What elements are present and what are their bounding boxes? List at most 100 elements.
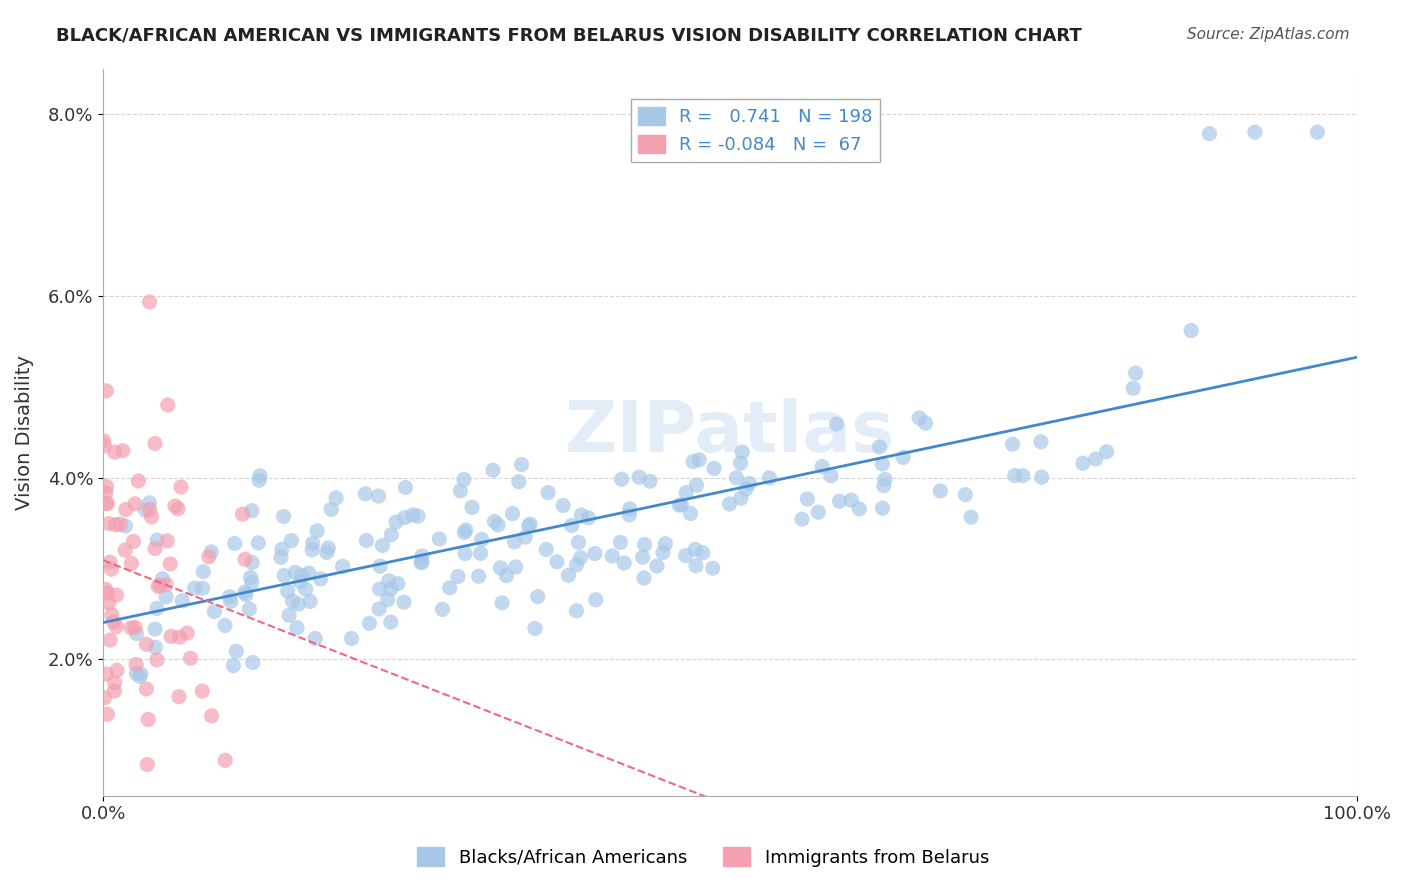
- Point: [848, 501, 870, 516]
- Point: [129, 667, 152, 681]
- Point: [143, 640, 166, 655]
- Point: [1180, 324, 1202, 338]
- Point: [214, 618, 236, 632]
- Point: [249, 468, 271, 483]
- Point: [309, 572, 332, 586]
- Point: [281, 594, 304, 608]
- Point: [155, 590, 177, 604]
- Point: [730, 491, 752, 506]
- Point: [96, 667, 118, 681]
- Point: [553, 499, 575, 513]
- Point: [461, 500, 484, 515]
- Point: [315, 545, 337, 559]
- Legend: Blacks/African Americans, Immigrants from Belarus: Blacks/African Americans, Immigrants fro…: [409, 840, 997, 874]
- Point: [240, 575, 263, 590]
- Point: [111, 443, 134, 458]
- Point: [219, 594, 242, 608]
- Point: [873, 479, 896, 493]
- Point: [685, 478, 707, 492]
- Point: [232, 507, 254, 521]
- Point: [247, 536, 270, 550]
- Point: [204, 605, 226, 619]
- Point: [127, 474, 149, 488]
- Point: [501, 507, 523, 521]
- Point: [610, 472, 633, 486]
- Point: [839, 493, 862, 508]
- Point: [730, 456, 752, 470]
- Point: [135, 681, 157, 696]
- Point: [406, 509, 429, 524]
- Point: [692, 546, 714, 560]
- Point: [1125, 366, 1147, 380]
- Point: [454, 547, 477, 561]
- Point: [138, 502, 160, 516]
- Point: [93, 439, 115, 453]
- Point: [149, 578, 172, 592]
- Point: [1001, 437, 1024, 451]
- Point: [453, 473, 475, 487]
- Point: [238, 602, 260, 616]
- Point: [652, 545, 675, 559]
- Point: [495, 568, 517, 582]
- Point: [820, 468, 842, 483]
- Point: [517, 518, 540, 533]
- Point: [1122, 381, 1144, 395]
- Point: [790, 512, 813, 526]
- Point: [128, 669, 150, 683]
- Point: [134, 503, 156, 517]
- Point: [427, 532, 450, 546]
- Point: [94, 485, 117, 500]
- Point: [96, 707, 118, 722]
- Point: [298, 566, 321, 580]
- Point: [247, 473, 270, 487]
- Point: [235, 588, 257, 602]
- Point: [1095, 444, 1118, 458]
- Point: [273, 568, 295, 582]
- Point: [685, 558, 707, 573]
- Point: [671, 498, 693, 512]
- Point: [108, 517, 131, 532]
- Point: [97, 596, 120, 610]
- Point: [93, 434, 115, 448]
- Point: [240, 503, 263, 517]
- Point: [172, 593, 194, 607]
- Point: [675, 549, 697, 563]
- Point: [1031, 470, 1053, 484]
- Point: [146, 601, 169, 615]
- Point: [929, 483, 952, 498]
- Point: [583, 547, 606, 561]
- Point: [356, 533, 378, 548]
- Point: [224, 536, 246, 550]
- Point: [114, 543, 136, 558]
- Point: [222, 658, 245, 673]
- Point: [114, 519, 136, 533]
- Point: [273, 509, 295, 524]
- Point: [176, 626, 198, 640]
- Point: [270, 550, 292, 565]
- Point: [233, 585, 256, 599]
- Point: [385, 515, 408, 529]
- Point: [392, 595, 415, 609]
- Point: [654, 537, 676, 551]
- Point: [519, 517, 541, 532]
- Point: [299, 594, 322, 608]
- Point: [291, 568, 314, 582]
- Point: [105, 620, 128, 634]
- Point: [156, 398, 179, 412]
- Point: [98, 633, 121, 648]
- Point: [394, 510, 416, 524]
- Point: [146, 653, 169, 667]
- Point: [138, 496, 160, 510]
- Point: [619, 501, 641, 516]
- Point: [613, 556, 636, 570]
- Point: [104, 517, 127, 532]
- Point: [565, 604, 588, 618]
- Point: [557, 568, 579, 582]
- Point: [332, 559, 354, 574]
- Point: [96, 479, 118, 493]
- Point: [679, 507, 702, 521]
- Point: [201, 709, 224, 723]
- Point: [141, 509, 163, 524]
- Point: [527, 590, 550, 604]
- Point: [170, 480, 193, 494]
